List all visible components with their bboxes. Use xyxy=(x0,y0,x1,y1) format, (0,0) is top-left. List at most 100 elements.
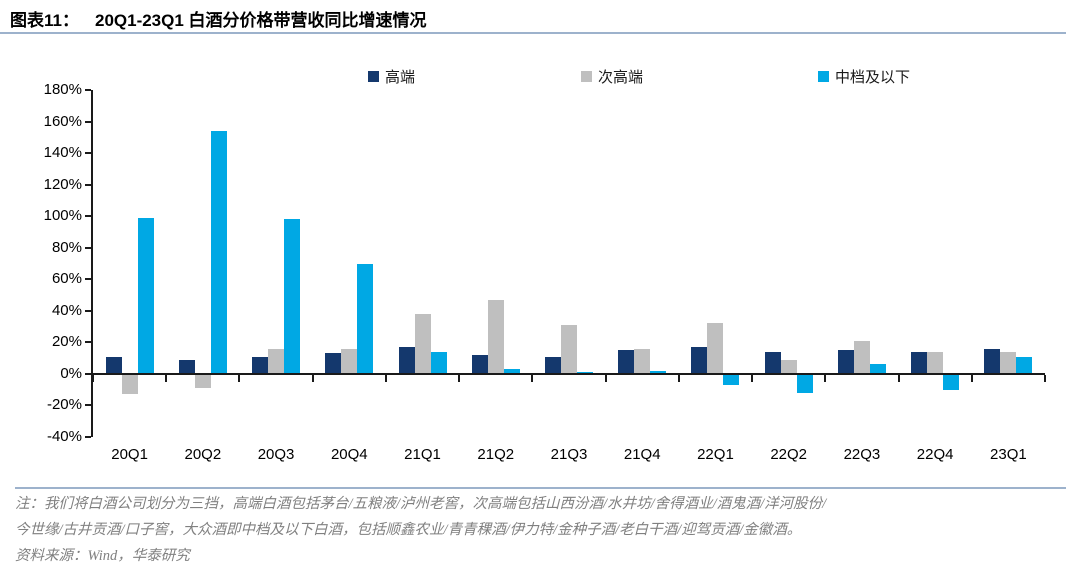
y-tick-label: 100% xyxy=(43,207,82,225)
bar xyxy=(545,356,561,374)
y-tick xyxy=(85,120,91,123)
title-divider xyxy=(0,32,1066,34)
x-axis-line xyxy=(93,372,1045,375)
y-tick xyxy=(85,436,91,438)
legend-swatch-high-end-icon xyxy=(368,71,379,82)
x-tick-label: 20Q2 xyxy=(184,446,222,463)
x-tick-label: 22Q1 xyxy=(697,446,734,463)
x-tick xyxy=(1044,374,1046,382)
bar xyxy=(837,350,854,374)
bar xyxy=(869,364,886,374)
bar xyxy=(341,348,358,374)
legend-label-mid-and-below: 中档及以下 xyxy=(835,70,911,86)
figure-title-text: 20Q1-23Q1 白酒分价格带营收同比增速情况 xyxy=(94,11,427,30)
plot-area: 20Q1 20Q2 20Q3 20Q4 21Q1 21Q2 21Q3 21Q4 22Q1 22Q2… xyxy=(43,81,1046,463)
legend-item-mid-and-below: 中档及以下 xyxy=(818,66,910,87)
x-tick-label: 21Q1 xyxy=(404,446,441,463)
y-tick xyxy=(85,89,91,91)
bar xyxy=(984,348,1001,374)
y-tick-label: 40% xyxy=(51,301,82,319)
y-tick xyxy=(85,404,91,407)
bar xyxy=(268,348,285,374)
x-tick xyxy=(238,374,241,382)
x-tick xyxy=(897,374,900,382)
x-tick xyxy=(751,374,754,382)
x-tick-label: 23Q1 xyxy=(990,446,1027,463)
x-tick xyxy=(165,374,168,382)
x-tick xyxy=(970,374,973,382)
x-tick-label: 21Q4 xyxy=(623,446,661,463)
bar xyxy=(911,351,928,374)
x-tick-label: 20Q1 xyxy=(111,446,148,463)
y-tick-label: 140% xyxy=(43,144,82,162)
legend-label-sub-high-end: 次高端 xyxy=(598,70,644,86)
bar xyxy=(357,263,374,374)
y-tick xyxy=(85,341,91,344)
note-line-2: 今世缘/古井贡酒/口子窖，大众酒即中档及以下白酒，包括顺鑫农业/青青稞酒/伊力特… xyxy=(15,522,802,538)
bar xyxy=(487,299,504,374)
x-tick-label: 21Q2 xyxy=(477,446,515,463)
y-tick-label: 180% xyxy=(43,81,82,98)
y-tick xyxy=(85,372,91,375)
bar xyxy=(503,369,520,374)
legend-label-high-end: 高端 xyxy=(385,70,416,86)
legend-swatch-mid-and-below-icon xyxy=(818,71,829,82)
bar xyxy=(561,325,577,374)
bar xyxy=(105,356,122,374)
x-tick-label: 22Q3 xyxy=(843,446,881,463)
bar xyxy=(284,219,301,374)
y-tick xyxy=(85,183,91,186)
y-tick xyxy=(85,309,91,312)
legend-item-high-end: 高端 xyxy=(368,66,415,87)
bar xyxy=(723,373,740,385)
bar xyxy=(178,359,195,374)
bar xyxy=(853,340,870,374)
y-tick-label: -40% xyxy=(46,428,82,445)
y-tick-label: 0% xyxy=(60,364,82,382)
bar xyxy=(634,348,651,374)
x-tick xyxy=(92,374,94,382)
y-tick-label: 60% xyxy=(51,270,82,288)
bar xyxy=(927,351,944,374)
y-tick-label: 160% xyxy=(43,112,82,130)
x-tick xyxy=(604,374,607,382)
bar xyxy=(780,359,797,374)
bar xyxy=(414,313,431,374)
x-tick-label: 20Q3 xyxy=(257,446,295,463)
figure-number: 图表11： xyxy=(10,11,79,30)
x-tick-label: 21Q3 xyxy=(550,446,588,463)
bar xyxy=(691,347,708,374)
x-tick-label: 22Q4 xyxy=(916,446,954,463)
x-tick xyxy=(824,374,827,382)
bar xyxy=(252,356,269,374)
bar xyxy=(325,353,342,374)
legend-swatch-sub-high-end-icon xyxy=(581,71,592,82)
note-line-1: 注：我们将白酒公司划分为三挡，高端白酒包括茅台/五粮液/泸州老窖，次高端包括山西… xyxy=(15,496,827,512)
x-tick xyxy=(458,374,461,382)
bar xyxy=(398,347,415,374)
y-axis-line xyxy=(91,90,93,437)
bar xyxy=(943,373,960,390)
y-tick xyxy=(85,215,91,218)
bar xyxy=(121,373,138,395)
legend-item-sub-high-end: 次高端 xyxy=(581,66,643,87)
chart-title: 图表11： 20Q1-23Q1 白酒分价格带营收同比增速情况 xyxy=(10,6,427,31)
y-tick xyxy=(85,152,91,155)
y-tick-label: -20% xyxy=(46,396,82,414)
bar xyxy=(796,373,813,393)
bar xyxy=(210,131,227,374)
y-tick xyxy=(85,246,91,249)
bar xyxy=(707,323,724,374)
notes-divider xyxy=(15,487,1066,489)
bar xyxy=(618,350,635,374)
bar xyxy=(1000,351,1017,374)
y-tick-label: 80% xyxy=(51,238,82,256)
x-tick xyxy=(677,374,680,382)
y-tick xyxy=(85,278,91,281)
x-tick-label: 20Q4 xyxy=(330,446,368,463)
bar xyxy=(471,354,488,374)
bar xyxy=(194,373,211,389)
bar xyxy=(137,217,154,374)
bar xyxy=(764,351,781,374)
